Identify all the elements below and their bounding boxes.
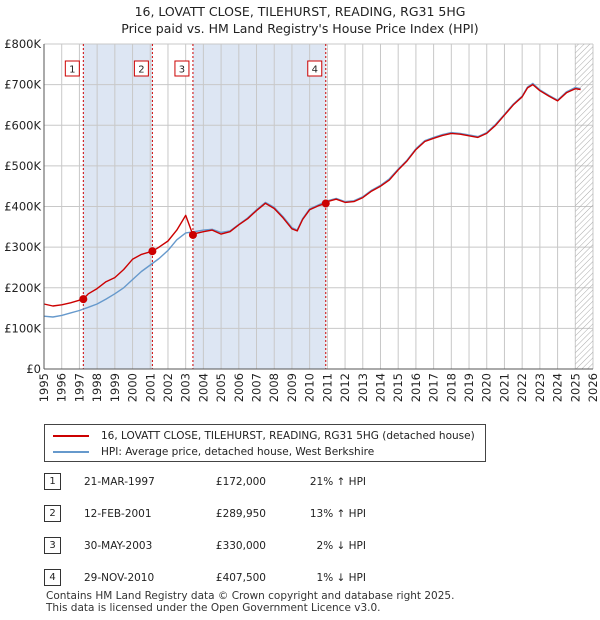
price-chart: 1 2 3 4 £0 £100K £200K £300K £400K £500K £600K £70… [4,37,600,402]
sale-dot [188,230,197,239]
chart-title-line1: 16, LOVATT CLOSE, TILEHURST, READING, RG… [134,4,466,19]
sale-number-badge: 1 [44,473,61,490]
legend-swatch-hpi [53,451,89,453]
x-tick-label: 2015 [391,373,405,402]
y-tick-label: £0 [26,362,41,376]
x-tick-label: 2007 [250,373,264,402]
x-tick-label: 1999 [108,373,122,402]
y-tick-label: £100K [4,321,41,335]
x-tick-label: 2022 [515,373,529,402]
sale-marker-label: 1 [69,65,75,76]
y-tick-label: £300K [4,240,41,254]
x-tick-label: 2017 [427,373,441,402]
property-price-line [43,83,581,307]
x-tick-label: 2019 [462,373,476,402]
y-tick-label: £400K [4,200,41,214]
legend: 16, LOVATT CLOSE, TILEHURST, READING, RG… [44,424,486,462]
x-tick-label: 2011 [320,373,334,402]
sale-row: 1 21-MAR-1997 £172,000 21% ↑ HPI [44,473,564,491]
footer-copyright: Contains HM Land Registry data © Crown c… [46,590,455,602]
sale-marker-box [174,60,190,77]
x-tick-label: 2002 [161,373,175,402]
x-tick-label: 2009 [285,373,299,402]
x-tick-label: 2004 [196,373,210,402]
y-tick-label: £500K [4,159,41,173]
sale-dot [79,295,88,304]
y-tick-label: £600K [4,118,41,132]
sale-hpi-change: 2% ↓ HPI [316,540,366,552]
sale-date: 21-MAR-1997 [84,476,155,488]
legend-item-hpi: HPI: Average price, detached house, West… [53,445,374,459]
sale-price: £289,950 [215,508,266,520]
x-tick-label: 2014 [373,373,387,402]
x-tick-label: 2012 [338,373,352,402]
x-tick-label: 2013 [356,373,370,402]
legend-label-property: 16, LOVATT CLOSE, TILEHURST, READING, RG… [101,430,475,442]
x-tick-label: 2021 [497,373,511,402]
sale-number-badge: 3 [44,537,61,554]
legend-label-hpi: HPI: Average price, detached house, West… [101,446,375,458]
x-tick-label: 1995 [37,373,51,402]
sale-row: 4 29-NOV-2010 £407,500 1% ↓ HPI [44,569,564,587]
x-tick-label: 2024 [551,373,565,402]
sale-date: 29-NOV-2010 [84,572,155,584]
sale-row: 3 30-MAY-2003 £330,000 2% ↓ HPI [44,537,564,555]
x-tick-label: 2016 [409,373,423,402]
x-tick-label: 2025 [568,373,582,402]
sale-price: £330,000 [215,540,266,552]
x-tick-label: 1997 [72,373,86,402]
x-tick-label: 2020 [480,373,494,402]
y-tick-label: £800K [4,37,41,51]
sale-date: 30-MAY-2003 [84,540,153,552]
x-tick-label: 2023 [533,373,547,402]
legend-item-property: 16, LOVATT CLOSE, TILEHURST, READING, RG… [53,429,475,443]
sale-marker-label: 4 [312,65,318,76]
x-tick-label: 2000 [126,373,140,402]
chart-title-line2: Price paid vs. HM Land Registry's House … [121,21,479,36]
x-tick-label: 2001 [143,373,157,402]
x-tick-label: 2006 [232,373,246,402]
sale-number-badge: 4 [44,569,61,586]
footer-licence: This data is licensed under the Open Gov… [46,602,381,614]
x-tick-label: 1996 [55,373,69,402]
sale-price: £172,000 [215,476,266,488]
sale-hpi-change: 13% ↑ HPI [309,508,366,520]
sale-hpi-change: 21% ↑ HPI [309,476,366,488]
sale-marker-label: 2 [138,65,144,76]
chart-title: 16, LOVATT CLOSE, TILEHURST, READING, RG… [0,3,600,37]
x-tick-label: 1998 [90,373,104,402]
sale-dot [148,247,157,256]
x-tick-label: 2008 [267,373,281,402]
x-tick-label: 2010 [303,373,317,402]
sale-hpi-change: 1% ↓ HPI [316,572,366,584]
sale-dot [321,199,330,208]
sale-date: 12-FEB-2001 [84,508,152,520]
x-tick-label: 2026 [586,373,600,402]
legend-swatch-property [53,435,89,437]
x-tick-label: 2003 [179,373,193,402]
sale-marker-label: 3 [179,65,185,76]
sale-marker-box [133,60,149,77]
hatched-region [575,44,593,369]
sale-price: £407,500 [215,572,266,584]
sale-row: 2 12-FEB-2001 £289,950 13% ↑ HPI [44,505,564,523]
sale-marker-box [307,60,323,77]
footer: Contains HM Land Registry data © Crown c… [46,590,454,614]
sale-marker-box [64,60,80,77]
y-tick-label: £200K [4,281,41,295]
y-tick-label: £700K [4,78,41,92]
sale-number-badge: 2 [44,505,61,522]
x-tick-label: 2005 [214,373,228,402]
x-tick-label: 2018 [444,373,458,402]
